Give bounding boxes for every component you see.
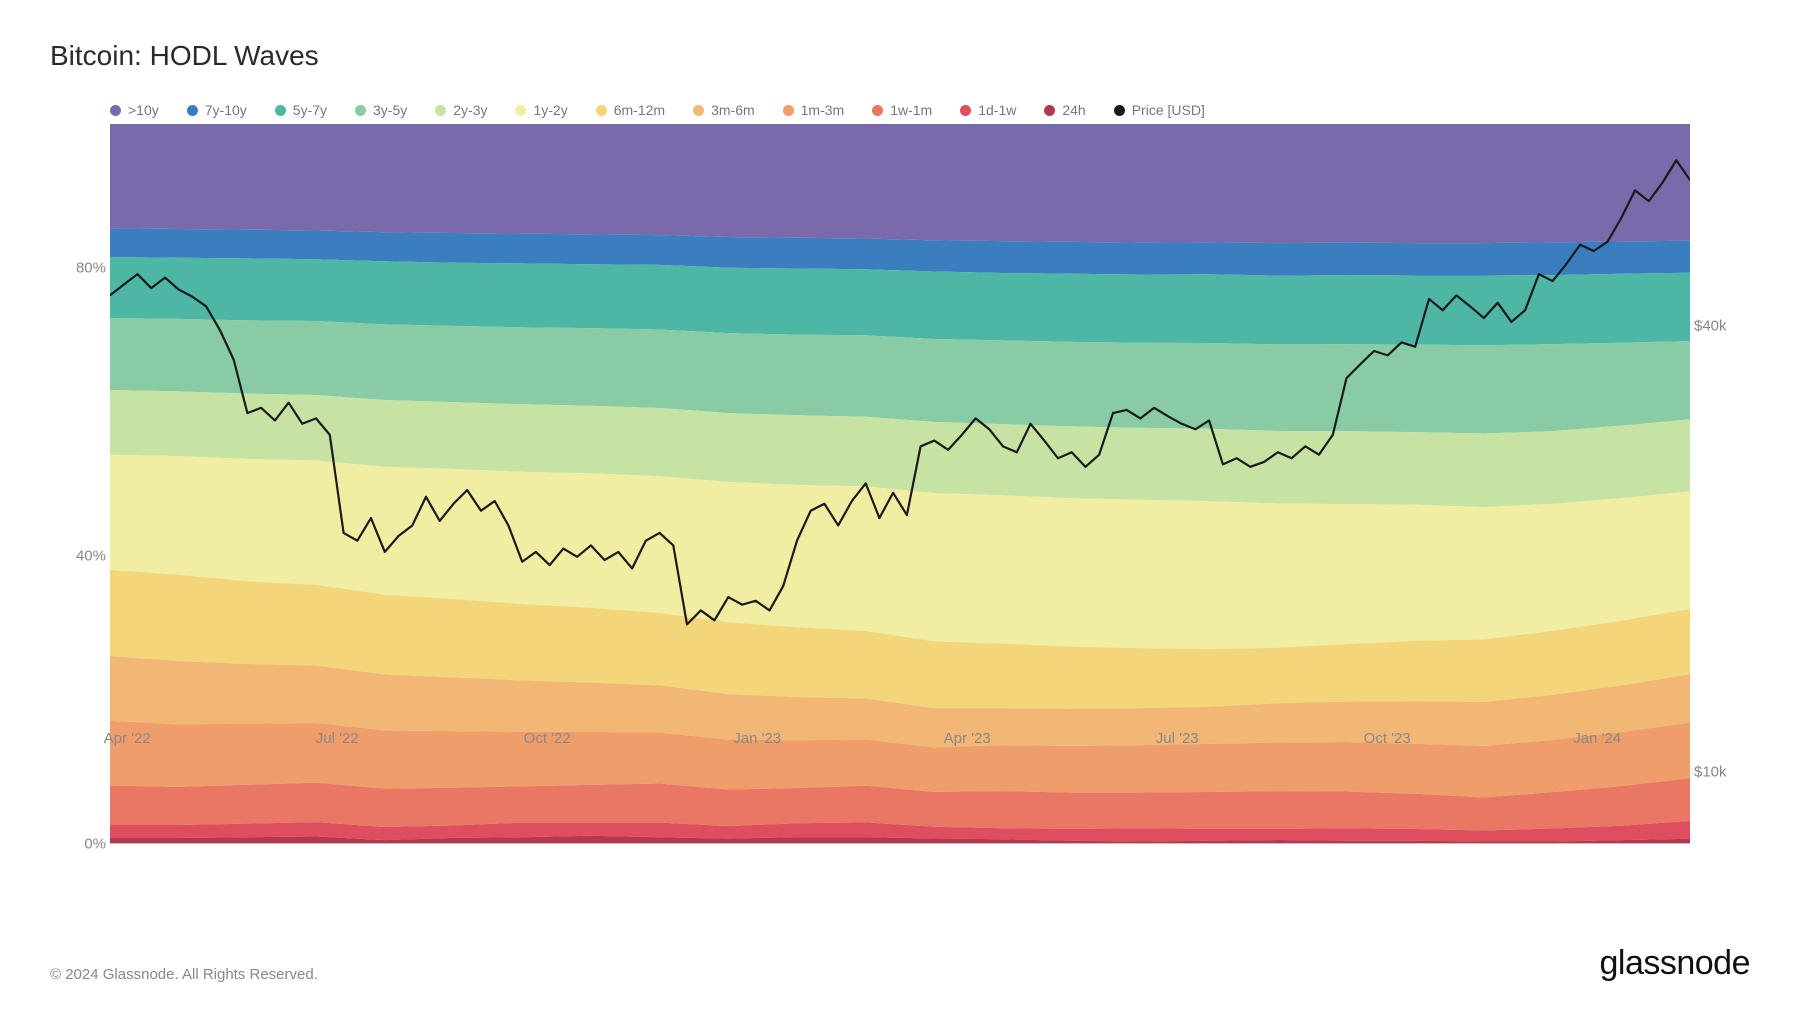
- y-tick-right: $10k: [1694, 764, 1750, 781]
- legend-dot-icon: [596, 105, 607, 116]
- legend-item[interactable]: >10y: [110, 102, 159, 118]
- legend-item[interactable]: 5y-7y: [275, 102, 327, 118]
- legend-dot-icon: [693, 105, 704, 116]
- legend-item[interactable]: Price [USD]: [1114, 102, 1205, 118]
- x-tick: Jan '24: [1573, 730, 1621, 747]
- area-band: [110, 124, 1690, 243]
- legend-dot-icon: [515, 105, 526, 116]
- legend: >10y 7y-10y 5y-7y 3y-5y 2y-3y 1y-2y 6m-12m 3m-6…: [50, 102, 1750, 118]
- copyright-text: © 2024 Glassnode. All Rights Reserved.: [50, 966, 318, 983]
- legend-item[interactable]: 3m-6m: [693, 102, 755, 118]
- legend-item[interactable]: 2y-3y: [435, 102, 487, 118]
- legend-label: 1d-1w: [978, 102, 1016, 118]
- legend-label: 3m-6m: [711, 102, 755, 118]
- legend-dot-icon: [1044, 105, 1055, 116]
- x-tick: Apr '22: [104, 730, 151, 747]
- legend-dot-icon: [355, 105, 366, 116]
- y-tick-right: $40k: [1694, 318, 1750, 335]
- chart-title: Bitcoin: HODL Waves: [50, 40, 1750, 72]
- legend-item[interactable]: 1m-3m: [783, 102, 845, 118]
- x-tick: Jul '23: [1156, 730, 1199, 747]
- legend-label: 5y-7y: [293, 102, 327, 118]
- legend-item[interactable]: 1w-1m: [872, 102, 932, 118]
- brand-logo: glassnode: [1599, 944, 1750, 983]
- x-tick: Oct '22: [524, 730, 571, 747]
- legend-label: 1m-3m: [801, 102, 845, 118]
- legend-label: 6m-12m: [614, 102, 665, 118]
- legend-label: 2y-3y: [453, 102, 487, 118]
- legend-dot-icon: [1114, 105, 1125, 116]
- y-tick-left: 40%: [50, 548, 106, 565]
- legend-item[interactable]: 3y-5y: [355, 102, 407, 118]
- legend-label: Price [USD]: [1132, 102, 1205, 118]
- legend-item[interactable]: 24h: [1044, 102, 1085, 118]
- legend-dot-icon: [275, 105, 286, 116]
- x-axis: Apr '22 Jul '22 Oct '22 Jan '23 Apr '23 Jul '…: [60, 730, 1740, 760]
- legend-dot-icon: [187, 105, 198, 116]
- legend-dot-icon: [435, 105, 446, 116]
- legend-label: 3y-5y: [373, 102, 407, 118]
- legend-dot-icon: [960, 105, 971, 116]
- legend-label: 24h: [1062, 102, 1085, 118]
- y-tick-left: 0%: [50, 836, 106, 853]
- y-tick-left: 80%: [50, 260, 106, 277]
- x-tick: Apr '23: [944, 730, 991, 747]
- legend-item[interactable]: 7y-10y: [187, 102, 247, 118]
- legend-label: >10y: [128, 102, 159, 118]
- legend-item[interactable]: 1d-1w: [960, 102, 1016, 118]
- legend-dot-icon: [110, 105, 121, 116]
- legend-label: 1w-1m: [890, 102, 932, 118]
- legend-dot-icon: [872, 105, 883, 116]
- legend-item[interactable]: 6m-12m: [596, 102, 665, 118]
- legend-label: 7y-10y: [205, 102, 247, 118]
- x-tick: Jul '22: [316, 730, 359, 747]
- x-tick: Jan '23: [733, 730, 781, 747]
- legend-dot-icon: [783, 105, 794, 116]
- legend-label: 1y-2y: [533, 102, 567, 118]
- x-tick: Oct '23: [1364, 730, 1411, 747]
- legend-item[interactable]: 1y-2y: [515, 102, 567, 118]
- footer: © 2024 Glassnode. All Rights Reserved. g…: [50, 944, 1750, 983]
